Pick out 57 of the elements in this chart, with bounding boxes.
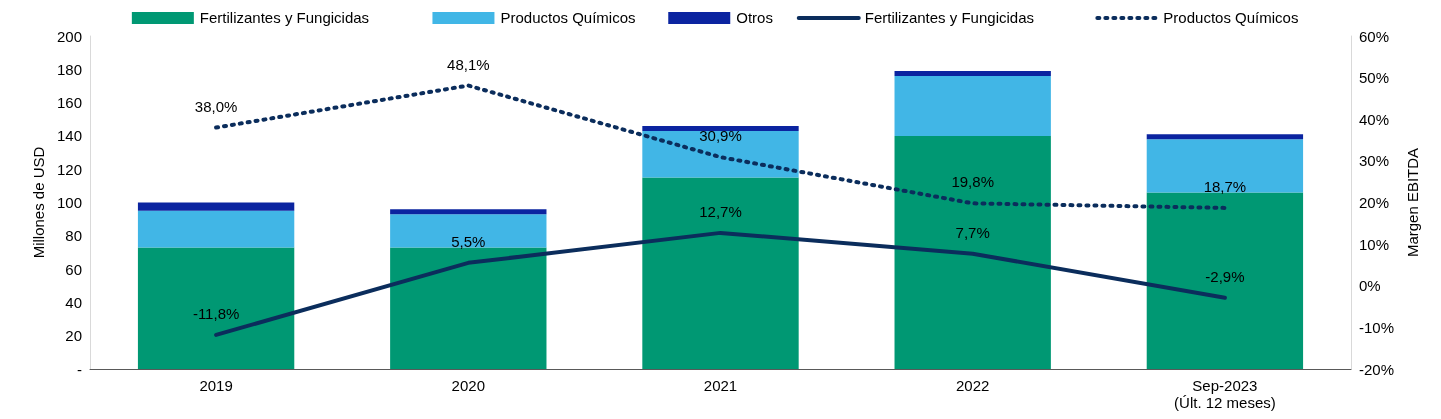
y-tick-label: 100 [56, 194, 82, 211]
legend-label: Productos Químicos [500, 9, 636, 26]
bar [390, 214, 547, 248]
y-tick-label: 60 [65, 260, 82, 278]
y2-tick-label: 0% [1359, 277, 1381, 295]
y2-axis-title: Margen EBITDA [1403, 147, 1421, 258]
y2-tick-label: 10% [1359, 235, 1390, 253]
bar [894, 135, 1051, 369]
y2-tick-label: 60% [1359, 27, 1390, 45]
x-tick-label: 2019 [199, 377, 233, 394]
y2-tick-label: 30% [1359, 152, 1390, 170]
x-tick-label: 2022 [956, 377, 990, 394]
y2-tick-label: 50% [1359, 69, 1390, 87]
data-label: 12,7% [699, 202, 742, 220]
y-tick-label: 40 [65, 293, 82, 311]
legend-label: Otros [736, 9, 773, 26]
legend-label: Productos Químicos [1163, 9, 1299, 26]
bar [1146, 134, 1304, 140]
y2-tick-label: -20% [1359, 360, 1395, 378]
data-label: 5,5% [451, 232, 486, 250]
legend-label: Fertilizantes y Fungicidas [864, 9, 1034, 26]
bar [894, 70, 1051, 76]
y-tick-label: 120 [56, 160, 82, 178]
bar [642, 130, 799, 178]
bar [390, 247, 547, 369]
y-tick-label: 160 [56, 94, 82, 112]
bar [642, 177, 799, 369]
x-tick-label: 2021 [703, 377, 738, 394]
y2-tick-label: -10% [1359, 318, 1395, 336]
bar [390, 209, 547, 215]
legend-label: Fertilizantes y Fungicidas [199, 9, 370, 26]
y-axis-title: Millones de USD [30, 146, 48, 259]
data-label: -2,9% [1205, 267, 1245, 285]
x-tick-label: 2020 [451, 377, 485, 394]
bar [894, 75, 1051, 136]
y-tick-label: 200 [56, 27, 82, 45]
data-label: 38,0% [194, 97, 238, 115]
bar [137, 247, 295, 369]
y-tick-label: 140 [56, 127, 82, 145]
bar [1146, 192, 1304, 369]
y-tick-label: 80 [65, 227, 82, 245]
bar [137, 202, 295, 211]
y2-tick-label: 40% [1359, 110, 1390, 128]
bar [642, 125, 799, 131]
y-tick-label: - [77, 360, 82, 378]
data-label: 19,8% [951, 173, 994, 191]
y-tick-label: 20 [65, 327, 82, 345]
bar [137, 210, 295, 248]
data-label: 7,7% [955, 223, 990, 241]
bar [1146, 139, 1304, 193]
data-label: 30,9% [699, 127, 742, 145]
data-label: -11,8% [192, 304, 240, 322]
y-tick-label: 180 [56, 60, 82, 78]
x-tick-label: Sep-2023 (Últ. 12 meses) [1174, 377, 1276, 411]
data-label: 18,7% [1203, 177, 1247, 195]
y2-tick-label: 20% [1359, 194, 1390, 211]
data-label: 48,1% [447, 55, 490, 73]
